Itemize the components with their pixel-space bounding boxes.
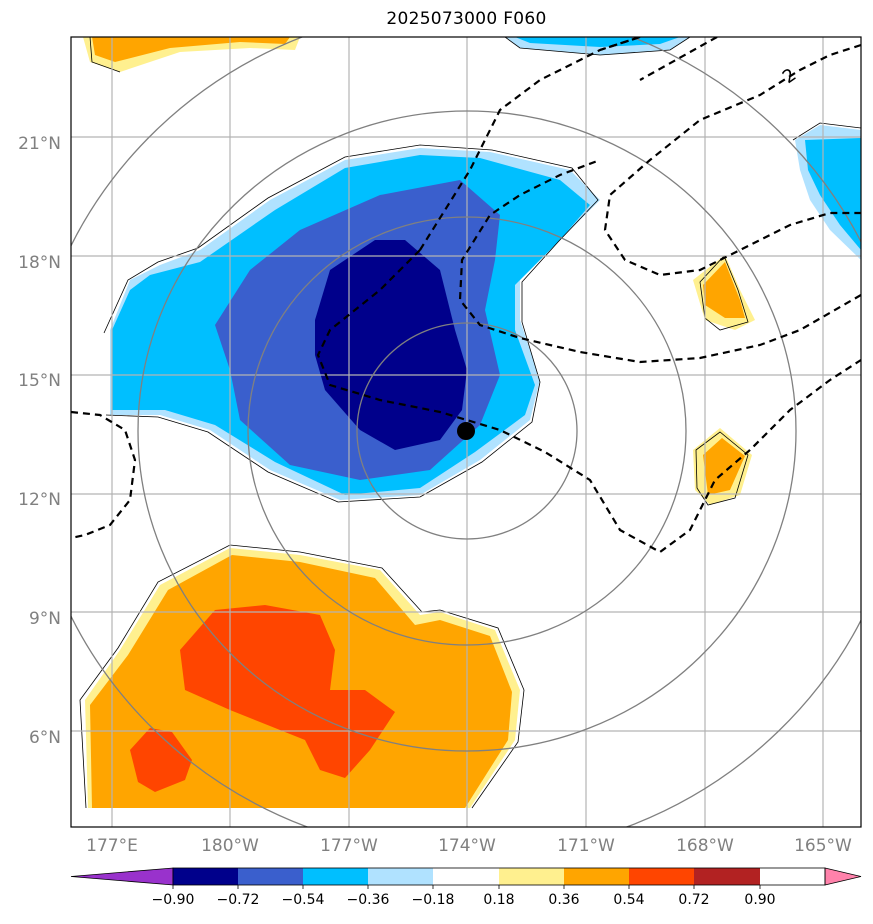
colorbar-segment [303,868,368,885]
colorbar-tick-label: 0.54 [613,892,644,908]
colorbar-tick-label: −0.90 [152,892,195,908]
colorbar-segment [433,868,499,885]
lat-label: 18°N [18,253,61,273]
lon-label: 180°W [201,836,259,856]
lon-label: 171°W [557,836,615,856]
lon-label: 177°E [86,836,138,856]
colorbar-tick-label: 0.90 [744,892,775,908]
lon-label: 165°W [794,836,852,856]
dashed-contours [71,37,861,554]
colorbar-extend-high [824,867,862,886]
lon-label: 168°W [676,836,734,856]
lon-label: 174°W [438,836,496,856]
colorbar-segment [564,868,629,885]
latitude-labels: 6°N 9°N 12°N 15°N 18°N 21°N [18,134,61,748]
lat-label: 15°N [18,371,61,391]
colorbar-tick-label: −0.18 [412,892,455,908]
colorbar-segment [238,868,303,885]
plot-area: 2 [71,37,861,827]
colorbar: −0.90 −0.72 −0.54 −0.36 −0.18 0.18 0.36 0.54 0.7… [70,867,862,908]
lat-label: 21°N [18,134,61,154]
range-rings [71,37,861,827]
colorbar-tick-label: 0.36 [548,892,579,908]
longitude-labels: 177°E 180°W 177°W 174°W 171°W 168°W 165°… [86,836,852,856]
positive-anomaly-region-east [693,255,755,506]
colorbar-tick-label: 0.18 [483,892,514,908]
positive-anomaly-region-southwest [79,544,525,809]
graticule [71,37,861,827]
colorbar-extend-low [70,867,174,886]
map-title: 2025073000 F060 [386,9,547,29]
storm-center-marker [457,422,475,440]
colorbar-tick-label: −0.54 [282,892,325,908]
plot-border [70,36,862,828]
lat-label: 6°N [29,728,61,748]
positive-anomaly-region-north [83,37,300,73]
colorbar-tick-label: 0.72 [678,892,709,908]
negative-anomaly-region-center [103,144,600,503]
colorbar-segment [368,868,433,885]
contour-label: 2 [779,64,800,88]
colorbar-tick-label: −0.72 [217,892,260,908]
colorbar-segment [499,868,564,885]
colorbar-segment [629,868,694,885]
lat-label: 9°N [29,609,61,629]
lat-label: 12°N [18,490,61,510]
colorbar-segment [694,868,760,885]
colorbar-tick-label: −0.36 [347,892,390,908]
colorbar-segment [173,868,238,885]
lon-label: 177°W [320,836,378,856]
